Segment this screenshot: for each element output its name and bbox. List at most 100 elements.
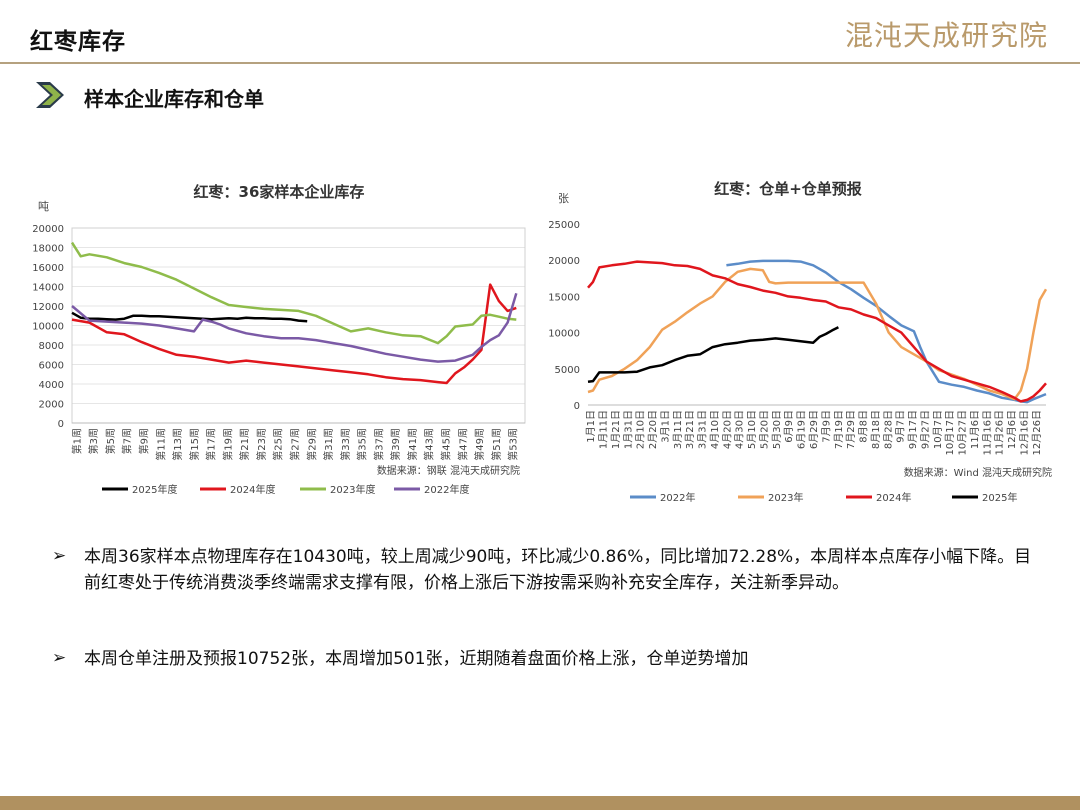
x-tick-label: 5月10日 <box>746 410 758 449</box>
x-tick-label: 1月21日 <box>610 410 622 449</box>
x-tick-label: 第9周 <box>138 428 151 454</box>
x-tick-label: 第41周 <box>406 428 419 461</box>
series-line-2024年度 <box>71 283 517 385</box>
x-tick-label: 第17周 <box>205 428 218 461</box>
legend-label: 2024年度 <box>230 483 275 496</box>
x-tick-label: 8月18日 <box>870 410 882 449</box>
brand-logo: 混沌天成研究院 <box>845 19 1049 52</box>
x-tick-label: 2月20日 <box>647 410 659 449</box>
x-tick-label: 7月9日 <box>820 410 832 443</box>
y-tick-label: 0 <box>58 419 64 430</box>
x-tick-label: 10月17日 <box>944 410 956 455</box>
series-line-2025年度 <box>71 311 308 323</box>
section-title: 样本企业库存和仓单 <box>84 87 264 111</box>
x-tick-label: 3月21日 <box>684 410 696 449</box>
y-tick-label: 4000 <box>39 380 64 391</box>
x-tick-label: 第21周 <box>238 428 251 461</box>
x-tick-label: 4月30日 <box>734 410 746 449</box>
y-tick-label: 20000 <box>548 256 580 267</box>
x-tick-label: 10月7日 <box>932 410 944 449</box>
y-tick-label: 2000 <box>39 400 64 411</box>
y-tick-label: 6000 <box>39 361 64 372</box>
x-tick-label: 3月31日 <box>697 410 709 449</box>
x-tick-label: 第15周 <box>188 428 201 461</box>
series-line-2025年 <box>587 326 839 384</box>
y-axis-unit: 吨 <box>38 200 49 213</box>
x-tick-label: 第11周 <box>154 428 167 461</box>
x-tick-label: 10月27日 <box>957 410 969 455</box>
legend-label: 2025年 <box>982 491 1017 504</box>
x-tick-label: 第43周 <box>423 428 436 461</box>
x-tick-label: 9月17日 <box>907 410 919 449</box>
x-tick-label: 第39周 <box>389 428 402 461</box>
x-tick-label: 1月11日 <box>598 410 610 449</box>
y-tick-label: 5000 <box>555 365 580 376</box>
x-tick-label: 6月29日 <box>808 410 820 449</box>
bullet-text-2: 本周仓单注册及预报10752张，本周增加501张，近期随着盘面价格上涨，仓单逆势… <box>84 649 749 669</box>
x-tick-label: 第3周 <box>87 428 100 454</box>
y-axis-unit: 张 <box>558 192 569 205</box>
x-tick-label: 第37周 <box>372 428 385 461</box>
chevron-right-icon <box>36 82 64 108</box>
x-tick-label: 第53周 <box>507 428 520 461</box>
x-tick-label: 6月9日 <box>783 410 795 443</box>
x-tick-label: 8月28日 <box>882 410 894 449</box>
series-line-2022年 <box>726 259 1047 404</box>
chart-title: 红枣：仓单+仓单预报 <box>714 180 862 198</box>
x-tick-label: 5月20日 <box>758 410 770 449</box>
x-tick-label: 12月26日 <box>1031 410 1043 455</box>
bullet-marker-2: ➢ <box>52 648 67 668</box>
series-line-2022年度 <box>71 292 518 363</box>
y-tick-label: 15000 <box>548 292 580 303</box>
x-tick-label: 第1周 <box>70 428 83 454</box>
x-tick-label: 9月27日 <box>919 410 931 449</box>
header-divider <box>0 62 1080 64</box>
x-tick-label: 第27周 <box>289 428 302 461</box>
legend-label: 2023年 <box>768 491 803 504</box>
chart-title: 红枣：36家样本企业库存 <box>194 183 365 201</box>
y-tick-label: 10000 <box>548 329 580 340</box>
x-tick-label: 第31周 <box>322 428 335 461</box>
y-tick-label: 8000 <box>39 341 64 352</box>
x-tick-label: 第51周 <box>490 428 503 461</box>
x-tick-label: 第35周 <box>356 428 369 461</box>
x-tick-label: 第7周 <box>121 428 134 454</box>
x-tick-label: 5月30日 <box>771 410 783 449</box>
legend-label: 2022年度 <box>424 483 469 496</box>
x-tick-label: 第47周 <box>456 428 469 461</box>
x-tick-label: 11月16日 <box>981 410 993 455</box>
x-tick-label: 1月31日 <box>622 410 634 449</box>
legend-label: 2023年度 <box>330 483 375 496</box>
x-tick-label: 第29周 <box>305 428 318 461</box>
y-tick-label: 25000 <box>548 220 580 231</box>
data-source: 数据来源：钢联 混沌天成研究院 <box>377 464 520 477</box>
page-title: 红枣库存 <box>30 29 126 55</box>
y-tick-label: 0 <box>574 401 580 412</box>
y-tick-label: 10000 <box>32 322 64 333</box>
series-line-2023年度 <box>70 241 517 345</box>
x-tick-label: 3月11日 <box>672 410 684 449</box>
x-tick-label: 第49周 <box>473 428 486 461</box>
series-line-2024年 <box>587 260 1047 403</box>
x-tick-label: 第25周 <box>272 428 285 461</box>
series-line-2023年 <box>587 267 1048 401</box>
top-bar: 红枣库存 混沌天成研究院 <box>0 0 1080 62</box>
y-tick-label: 14000 <box>32 283 64 294</box>
y-tick-label: 20000 <box>32 224 64 235</box>
x-tick-label: 2月10日 <box>635 410 647 449</box>
legend-label: 2025年度 <box>132 483 177 496</box>
x-tick-label: 4月20日 <box>721 410 733 449</box>
x-tick-label: 第13周 <box>171 428 184 461</box>
y-tick-label: 12000 <box>32 302 64 313</box>
legend-label: 2024年 <box>876 491 911 504</box>
footer-bar <box>0 796 1080 810</box>
x-tick-label: 12月6日 <box>1006 410 1018 449</box>
bullet-text-1: 本周36家样本点物理库存在10430吨，较上周减少90吨，环比减少0.86%，同… <box>84 547 1032 593</box>
y-tick-label: 16000 <box>32 263 64 274</box>
x-tick-label: 11月26日 <box>994 410 1006 455</box>
x-tick-label: 7月19日 <box>833 410 845 449</box>
x-tick-label: 第19周 <box>221 428 234 461</box>
